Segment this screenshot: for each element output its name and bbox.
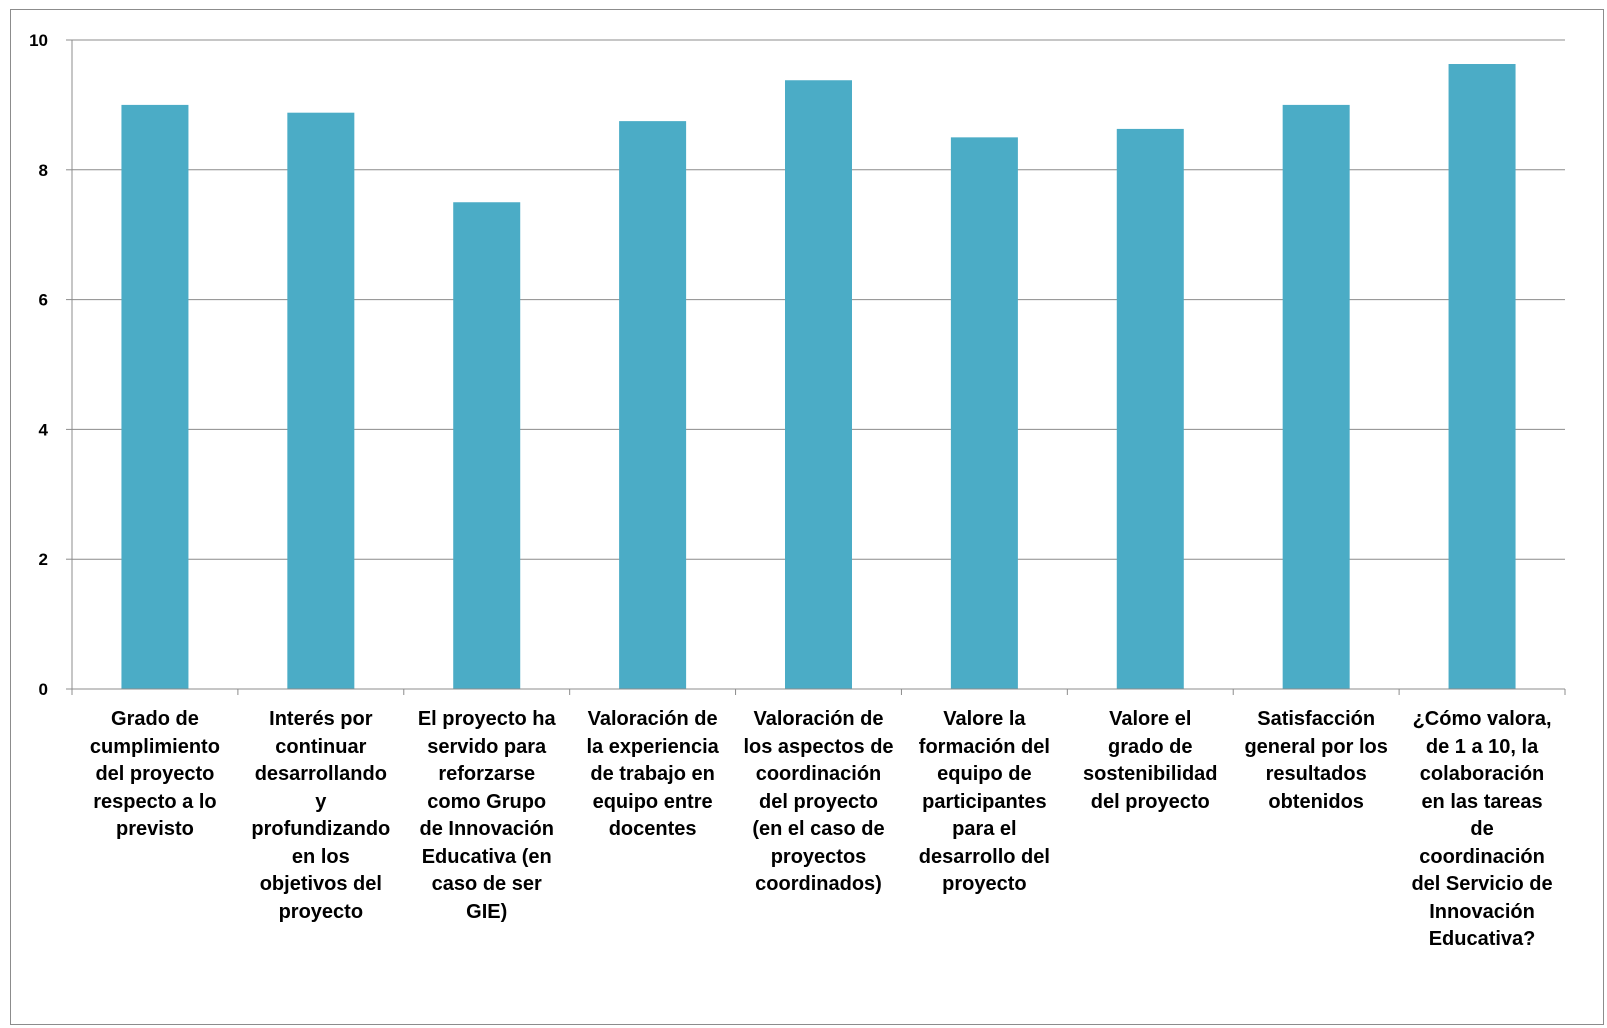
y-tick-label: 0 — [39, 680, 48, 699]
x-tick-label: Valore el grado de sostenibilidad del pr… — [1083, 708, 1218, 813]
bar — [950, 137, 1018, 690]
y-tick-label: 8 — [39, 161, 48, 180]
x-tick-label: Valore la formación del equipo de partic… — [918, 708, 1050, 895]
bar — [1282, 104, 1350, 689]
y-tick-label: 6 — [39, 291, 48, 310]
y-tick-label: 4 — [39, 420, 49, 439]
x-tick-label: Valoración de la experiencia de trabajo … — [586, 708, 719, 840]
x-tick-label: Satisfacción general por los resultados … — [1244, 708, 1388, 813]
bar — [619, 121, 687, 689]
x-tick-label: Valoración de los aspectos de coordinaci… — [743, 708, 894, 895]
bar — [287, 112, 355, 690]
y-tick-label: 10 — [29, 31, 48, 50]
x-tick-label: Grado de cumplimiento del proyecto respe… — [89, 708, 220, 840]
x-tick-label: El proyecto ha servido para reforzarse c… — [417, 708, 556, 923]
y-tick-label: 2 — [39, 550, 48, 569]
bar — [785, 80, 852, 690]
bar — [121, 104, 189, 689]
x-tick-label: ¿Cómo valora, de 1 a 10, la colaboración… — [1411, 708, 1553, 950]
bar — [453, 202, 521, 689]
bar — [1116, 128, 1184, 690]
x-tick-label: Interés por continuar desarrollando y pr… — [251, 708, 391, 923]
bar — [1448, 64, 1516, 689]
